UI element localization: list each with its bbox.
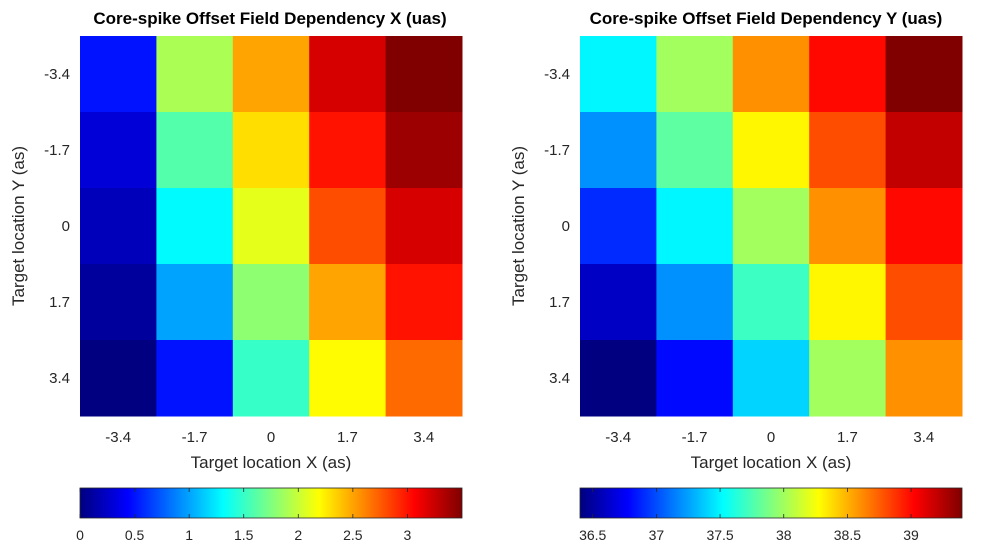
- x-axis-label: Target location X (as): [191, 453, 352, 472]
- heatmap-cell: [809, 36, 887, 113]
- heatmap-cell: [385, 188, 463, 265]
- x-axis-label: Target location X (as): [691, 453, 852, 472]
- heatmap-cell: [809, 188, 887, 265]
- heatmap-cell: [656, 112, 734, 189]
- heatmap-cell: [385, 112, 463, 189]
- colorbar-tick-label: 1.5: [234, 527, 254, 543]
- x-tick-label: 1.7: [837, 429, 858, 446]
- heatmap-cell: [309, 36, 387, 113]
- heatmap-cell: [656, 264, 734, 341]
- heatmap-cell: [580, 340, 657, 417]
- colorbar: [579, 487, 963, 519]
- colorbar-tick-label: 36.5: [579, 527, 606, 543]
- heatmap-cell: [809, 340, 887, 417]
- heatmap-cell: [309, 112, 387, 189]
- heatmap-cell: [656, 36, 734, 113]
- x-tick-label: 3.4: [413, 429, 434, 446]
- heatmap-cell: [885, 188, 963, 265]
- heatmap-cell: [232, 112, 310, 189]
- heatmap-cell: [156, 188, 234, 265]
- heatmap-cell: [385, 36, 463, 113]
- colorbar-tick-label: 38.5: [834, 527, 861, 543]
- heatmap-cell: [580, 188, 657, 265]
- y-tick-label: 3.4: [549, 370, 570, 387]
- x-tick-label: -3.4: [605, 429, 631, 446]
- heatmap-cell: [580, 264, 657, 341]
- heatmap-cell: [156, 340, 234, 417]
- heatmap-cell: [580, 112, 657, 189]
- colorbar-tick-label: 37: [649, 527, 665, 543]
- y-tick-label: -1.7: [544, 142, 570, 159]
- y-tick-label: 1.7: [549, 294, 570, 311]
- heatmap-cell: [156, 264, 234, 341]
- heatmap-cell: [309, 188, 387, 265]
- heatmap-cell: [732, 340, 810, 417]
- heatmap-cell: [809, 264, 887, 341]
- x-tick-label: -1.7: [182, 429, 208, 446]
- x-tick-label: 1.7: [337, 429, 358, 446]
- y-axis-label: Target location Y (as): [509, 146, 528, 306]
- heatmap-cell: [156, 112, 234, 189]
- colorbar-tick-label: 3: [404, 527, 412, 543]
- x-tick-label: 0: [767, 429, 775, 446]
- colorbar-tick-label: 1: [185, 527, 193, 543]
- heatmap-cell: [80, 112, 157, 189]
- x-tick-label: -1.7: [682, 429, 708, 446]
- x-tick-label: 0: [267, 429, 275, 446]
- heatmap-cell: [232, 340, 310, 417]
- heatmap-cell: [232, 264, 310, 341]
- heatmap-cell: [732, 36, 810, 113]
- colorbar-tick-label: 2: [294, 527, 302, 543]
- heatmap-cell: [385, 264, 463, 341]
- y-tick-label: 1.7: [49, 294, 70, 311]
- y-tick-label: -1.7: [44, 142, 70, 159]
- heatmap-panel-y: Core-spike Offset Field Dependency Y (ua…: [509, 9, 963, 543]
- colorbar-tick-label: 38: [776, 527, 792, 543]
- chart-title: Core-spike Offset Field Dependency Y (ua…: [590, 9, 943, 28]
- heatmap-cell: [232, 36, 310, 113]
- heatmap-cell: [80, 36, 157, 113]
- heatmap-cell: [656, 340, 734, 417]
- y-axis-label: Target location Y (as): [9, 146, 28, 306]
- x-tick-label: -3.4: [105, 429, 131, 446]
- heatmap-cell: [656, 188, 734, 265]
- heatmap-cell: [580, 36, 657, 113]
- y-tick-label: 3.4: [49, 370, 70, 387]
- heatmap-panel-x: Core-spike Offset Field Dependency X (ua…: [9, 9, 463, 543]
- y-tick-label: -3.4: [544, 66, 570, 83]
- heatmap-cell: [309, 340, 387, 417]
- heatmap-cell: [80, 188, 157, 265]
- heatmap-cell: [885, 112, 963, 189]
- heatmap-cell: [232, 188, 310, 265]
- colorbar-tick-label: 0.5: [125, 527, 145, 543]
- heatmap-cell: [80, 340, 157, 417]
- heatmap-cell: [80, 264, 157, 341]
- heatmap-cell: [885, 264, 963, 341]
- heatmap-cell: [385, 340, 463, 417]
- colorbar: [79, 487, 463, 519]
- colorbar-tick-label: 39: [903, 527, 919, 543]
- colorbar-tick-label: 0: [76, 527, 84, 543]
- colorbar-tick-label: 2.5: [343, 527, 363, 543]
- heatmap-cell: [309, 264, 387, 341]
- heatmap-cell: [809, 112, 887, 189]
- heatmap-cell: [885, 36, 963, 113]
- heatmap-cell: [732, 264, 810, 341]
- chart-title: Core-spike Offset Field Dependency X (ua…: [93, 9, 446, 28]
- y-tick-label: -3.4: [44, 66, 70, 83]
- heatmap-cell: [156, 36, 234, 113]
- y-tick-label: 0: [562, 218, 570, 235]
- heatmap-cell: [732, 188, 810, 265]
- y-tick-label: 0: [62, 218, 70, 235]
- heatmap-cell: [732, 112, 810, 189]
- x-tick-label: 3.4: [913, 429, 934, 446]
- heatmap-cell: [885, 340, 963, 417]
- colorbar-tick-label: 37.5: [706, 527, 733, 543]
